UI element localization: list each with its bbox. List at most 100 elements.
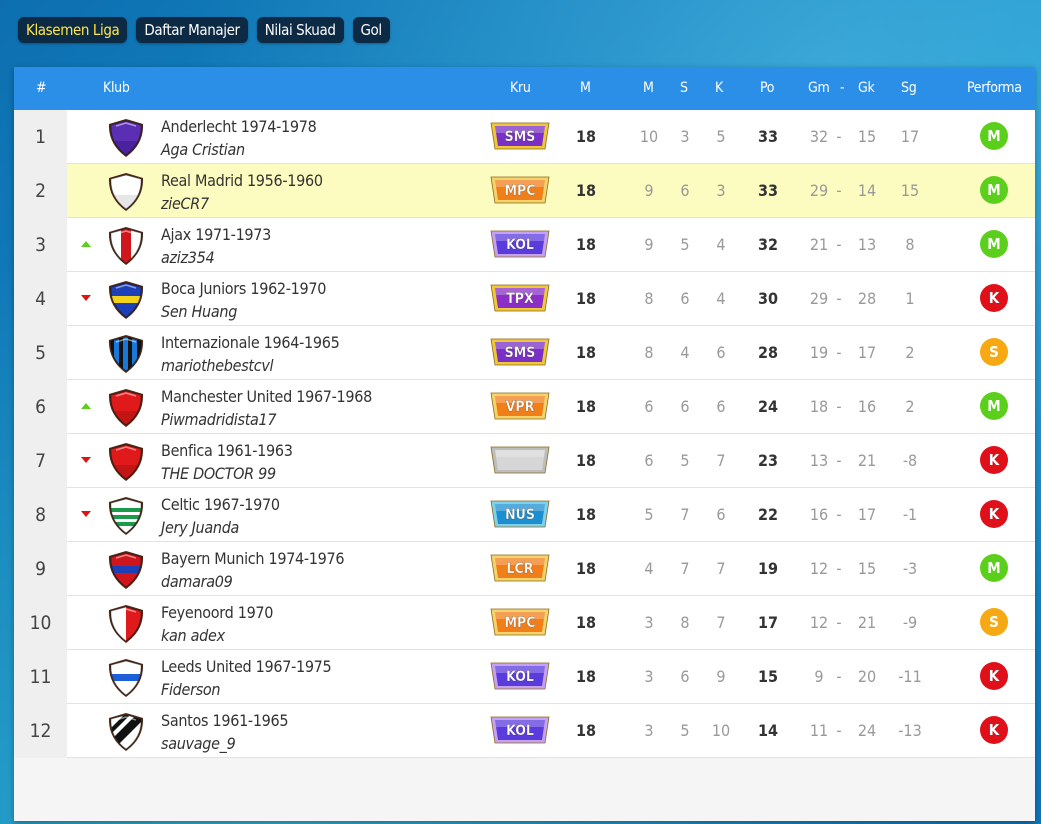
draw-cell: 4 [680,343,690,362]
header-goals-against[interactable]: Gk [858,80,875,96]
manager-name[interactable]: Piwmadridista17 [161,410,277,429]
crew-badge[interactable]: MPC [489,606,551,638]
club-name[interactable]: Real Madrid 1956-1960 [161,171,323,190]
played-cell: 18 [575,721,597,740]
red-crest-icon [108,443,144,481]
club-name[interactable]: Internazionale 1964-1965 [161,333,340,352]
tab-klasemen-liga[interactable]: Klasemen Liga [18,17,128,43]
club-name[interactable]: Celtic 1967-1970 [161,495,280,514]
header-goal-diff[interactable]: Sg [901,80,917,96]
played-cell: 18 [575,235,597,254]
header-points[interactable]: Po [760,80,775,96]
crew-badge[interactable]: SMS [489,120,551,152]
club-name[interactable]: Bayern Munich 1974-1976 [161,549,345,568]
header-played[interactable]: M [580,80,591,96]
tab-daftar-manajer[interactable]: Daftar Manajer [136,17,248,43]
club-name[interactable]: Anderlecht 1974-1978 [161,117,317,136]
manager-name[interactable]: THE DOCTOR 99 [161,464,276,483]
crew-badge[interactable]: TPX [489,282,551,314]
manager-name[interactable]: Fiderson [161,680,221,699]
crew-badge[interactable]: VPR [489,390,551,422]
lost-cell: 4 [716,289,726,308]
rank-cell: 6 [14,380,67,434]
score-separator: - [836,505,842,524]
table-row[interactable]: 5 Internazionale 1964-1965 mariothebestcv… [14,326,1035,380]
club-name[interactable]: Manchester United 1967-1968 [161,387,372,406]
crew-badge-empty[interactable] [489,444,551,476]
table-row[interactable]: 7 Benfica 1961-1963 THE DOCTOR 99 18 6 5 7 23… [14,434,1035,488]
table-header: # Klub Kru M M S K Po Gm - Gk Sg Perform… [14,67,1035,110]
tab-gol[interactable]: Gol [352,17,390,43]
manager-name[interactable]: Sen Huang [161,302,238,321]
manager-name[interactable]: aziz354 [161,248,215,267]
table-row[interactable]: 2 Real Madrid 1956-1960 zieCR7 MPC 18 9 6 3 3… [14,164,1035,218]
score-separator: - [836,667,842,686]
crew-badge[interactable]: NUS [489,498,551,530]
crew-badge[interactable]: MPC [489,174,551,206]
lost-cell: 4 [716,235,726,254]
table-row[interactable]: 11 Leeds United 1967-1975 Fiderson KOL 18… [14,650,1035,704]
manager-name[interactable]: damara09 [161,572,233,591]
table-row[interactable]: 8 Celtic 1967-1970 Jery Juanda NUS 18 5 7 6 2… [14,488,1035,542]
crew-badge[interactable]: LCR [489,552,551,584]
form-badge: K [980,446,1008,474]
goals-for-cell: 32 [809,127,829,146]
table-row[interactable]: 1 Anderlecht 1974-1978 Aga Cristian SMS 1… [14,110,1035,164]
goals-against-cell: 17 [857,505,877,524]
form-badge: K [980,500,1008,528]
played-cell: 18 [575,505,597,524]
won-cell: 10 [639,127,659,146]
header-won[interactable]: M [643,80,654,96]
club-name[interactable]: Leeds United 1967-1975 [161,657,332,676]
goal-diff-cell: -9 [902,613,918,632]
draw-cell: 6 [680,667,690,686]
manager-name[interactable]: zieCR7 [161,194,209,213]
club-name[interactable]: Santos 1961-1965 [161,711,289,730]
lost-cell: 10 [711,721,731,740]
tab-nilai-skuad[interactable]: Nilai Skuad [256,17,344,43]
standings-panel: # Klub Kru M M S K Po Gm - Gk Sg Perform… [14,67,1035,821]
manager-name[interactable]: sauvage_9 [161,734,236,753]
red-blue-crest-icon [108,551,144,589]
form-badge: M [980,122,1008,150]
table-row[interactable]: 6 Manchester United 1967-1968 Piwmadridis… [14,380,1035,434]
crew-badge[interactable]: KOL [489,660,551,692]
played-cell: 18 [575,181,597,200]
table-row[interactable]: 9 Bayern Munich 1974-1976 damara09 LCR 18… [14,542,1035,596]
manager-name[interactable]: mariothebestcvl [161,356,274,375]
club-name[interactable]: Benfica 1961-1963 [161,441,293,460]
crew-badge[interactable]: KOL [489,714,551,746]
crew-badge[interactable]: SMS [489,336,551,368]
header-goals-for[interactable]: Gm [808,80,830,96]
form-badge: S [980,608,1008,636]
table-row[interactable]: 12 Santos 1961-1965 sauvage_9 KOL 18 3 5 10 1… [14,704,1035,758]
crew-badge[interactable]: KOL [489,228,551,260]
club-name[interactable]: Feyenoord 1970 [161,603,274,622]
table-row[interactable]: 3 Ajax 1971-1973 aziz354 KOL 18 9 5 4 32 21-13… [14,218,1035,272]
header-club[interactable]: Klub [103,80,130,96]
score-separator: - [836,721,842,740]
manager-name[interactable]: Jery Juanda [161,518,240,537]
goals-for-cell: 12 [809,613,829,632]
header-draw[interactable]: S [680,80,688,96]
form-badge: M [980,392,1008,420]
goals-for-cell: 13 [809,451,829,470]
form-badge: K [980,716,1008,744]
won-cell: 3 [644,721,654,740]
svg-text:TPX: TPX [506,291,534,307]
club-name[interactable]: Boca Juniors 1962-1970 [161,279,327,298]
draw-cell: 5 [680,235,690,254]
played-cell: 18 [575,667,597,686]
table-row[interactable]: 4 Boca Juniors 1962-1970 Sen Huang TPX 18… [14,272,1035,326]
manager-name[interactable]: Aga Cristian [161,140,245,159]
header-lost[interactable]: K [715,80,723,96]
goal-diff-cell: -8 [902,451,918,470]
red-crest-icon [108,389,144,427]
manager-name[interactable]: kan adex [161,626,225,645]
header-form[interactable]: Performa [967,80,1022,96]
club-name[interactable]: Ajax 1971-1973 [161,225,271,244]
form-badge: S [980,338,1008,366]
table-row[interactable]: 10 Feyenoord 1970 kan adex MPC 18 3 8 7 17 12-… [14,596,1035,650]
header-crew[interactable]: Kru [510,80,531,96]
rank-cell: 1 [14,110,67,164]
